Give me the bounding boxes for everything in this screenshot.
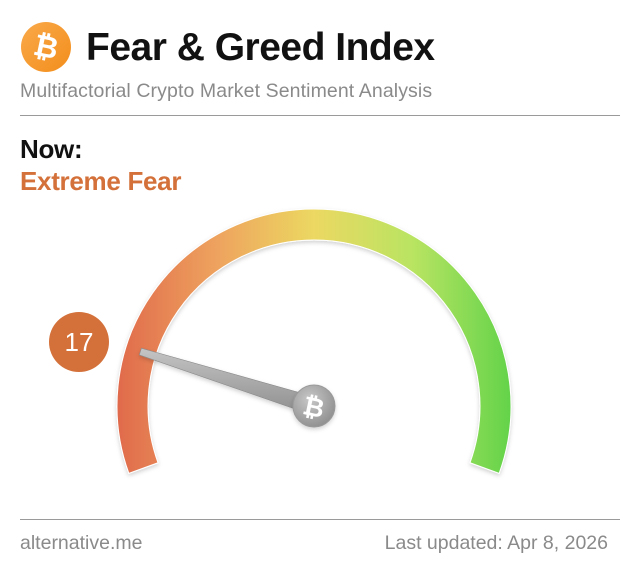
bitcoin-logo-icon: ₿ [21, 22, 71, 72]
source-link[interactable]: alternative.me [20, 532, 143, 554]
index-value-badge: 17 [49, 312, 109, 372]
footer-divider [20, 519, 620, 520]
page-subtitle: Multifactorial Crypto Market Sentiment A… [20, 80, 433, 102]
needle-hub: ₿ [292, 384, 336, 428]
gauge-arc [116, 208, 512, 475]
header-divider [20, 115, 620, 116]
now-label: Now: [20, 134, 83, 164]
page-title: Fear & Greed Index [86, 26, 435, 69]
gauge-needle [138, 347, 318, 415]
sentiment-classification: Extreme Fear [20, 166, 182, 196]
last-updated: Last updated: Apr 8, 2026 [384, 532, 608, 554]
